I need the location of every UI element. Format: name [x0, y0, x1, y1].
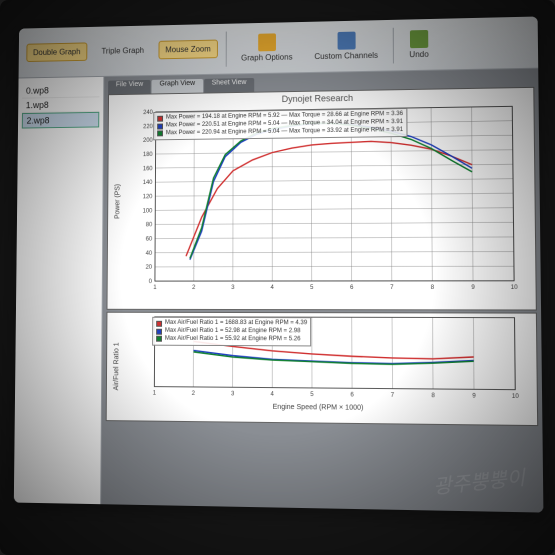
svg-text:10: 10	[511, 285, 519, 291]
svg-text:240: 240	[143, 110, 153, 116]
triple-graph-label: Triple Graph	[101, 46, 144, 56]
triple-graph-button[interactable]: Triple Graph	[95, 41, 151, 61]
svg-text:6: 6	[350, 392, 354, 398]
legend-swatch	[156, 336, 162, 342]
graph-options-button[interactable]: Graph Options	[234, 28, 299, 68]
svg-text:180: 180	[143, 152, 153, 158]
legend-row: Max Air/Fuel Ratio 1 = 55.92 at Engine R…	[156, 335, 307, 343]
afr-ylabel: Air/Fuel Ratio 1	[113, 342, 120, 390]
legend-text: Max Air/Fuel Ratio 1 = 55.92 at Engine R…	[165, 335, 301, 343]
svg-text:3: 3	[231, 391, 235, 397]
svg-text:6: 6	[350, 285, 354, 291]
legend-swatch	[156, 328, 162, 334]
svg-text:7: 7	[391, 393, 394, 399]
tab-sheet-view[interactable]: Sheet View	[204, 78, 254, 93]
svg-text:2: 2	[192, 391, 195, 397]
svg-text:20: 20	[146, 265, 153, 271]
file-item[interactable]: 1.wp8	[22, 97, 99, 113]
file-item[interactable]: 2.wp8	[22, 112, 99, 129]
graph-options-label: Graph Options	[241, 53, 292, 63]
svg-text:80: 80	[146, 222, 153, 228]
svg-text:5: 5	[310, 392, 314, 398]
svg-text:9: 9	[471, 285, 475, 291]
afr-chart-panel: Air/Fuel Ratio 1 1 2 3 4 5 6 7 8 9 10 Max Air/Fue…	[106, 312, 539, 426]
svg-text:120: 120	[143, 194, 153, 200]
undo-button[interactable]: Undo	[402, 25, 436, 64]
channels-icon	[337, 32, 355, 50]
svg-text:4: 4	[270, 285, 274, 291]
svg-text:7: 7	[390, 285, 393, 291]
undo-icon	[410, 30, 428, 48]
svg-text:2: 2	[192, 285, 195, 291]
power-chart-panel: Dynojet Research Power (PS) 020406080100…	[107, 87, 537, 311]
double-graph-button[interactable]: Double Graph	[26, 42, 87, 62]
options-icon	[258, 33, 276, 51]
double-graph-label: Double Graph	[33, 47, 80, 57]
svg-text:140: 140	[143, 180, 153, 186]
svg-text:100: 100	[143, 208, 153, 214]
svg-text:40: 40	[146, 251, 153, 257]
svg-text:8: 8	[431, 285, 435, 291]
file-sidebar: 0.wp8 1.wp8 2.wp8	[14, 77, 105, 504]
power-ylabel: Power (PS)	[114, 184, 121, 219]
svg-text:8: 8	[431, 393, 435, 399]
svg-text:10: 10	[512, 394, 520, 400]
legend-swatch	[157, 116, 163, 122]
svg-text:60: 60	[146, 237, 153, 243]
legend-swatch	[156, 321, 162, 327]
graph-area: File View Graph View Sheet View Dynojet …	[101, 69, 543, 513]
svg-text:9: 9	[472, 393, 476, 399]
svg-text:220: 220	[143, 124, 153, 130]
svg-text:1: 1	[153, 391, 156, 397]
svg-text:200: 200	[143, 138, 153, 144]
svg-text:160: 160	[143, 166, 153, 172]
legend-swatch	[157, 123, 163, 129]
mouse-zoom-button[interactable]: Mouse Zoom	[158, 40, 217, 60]
svg-text:1: 1	[153, 285, 156, 291]
tab-graph-view[interactable]: Graph View	[152, 79, 203, 94]
custom-channels-label: Custom Channels	[314, 51, 378, 61]
power-legend: Max Power = 194.18 at Engine RPM = 5.92 …	[153, 108, 407, 141]
svg-text:4: 4	[270, 392, 274, 398]
svg-text:3: 3	[231, 285, 235, 291]
ribbon-separator	[393, 27, 394, 63]
svg-text:5: 5	[310, 285, 314, 291]
app-window: Double Graph Triple Graph Mouse Zoom Gra…	[14, 16, 544, 512]
file-item[interactable]: 0.wp8	[22, 83, 99, 99]
svg-text:0: 0	[149, 279, 153, 285]
afr-legend: Max Air/Fuel Ratio 1 = 1688.83 at Engine…	[152, 317, 311, 347]
ribbon-separator	[225, 31, 226, 66]
mouse-zoom-label: Mouse Zoom	[165, 45, 210, 55]
legend-swatch	[157, 131, 163, 137]
undo-label: Undo	[409, 50, 428, 59]
tab-file-view[interactable]: File View	[108, 80, 151, 94]
custom-channels-button[interactable]: Custom Channels	[307, 26, 385, 66]
